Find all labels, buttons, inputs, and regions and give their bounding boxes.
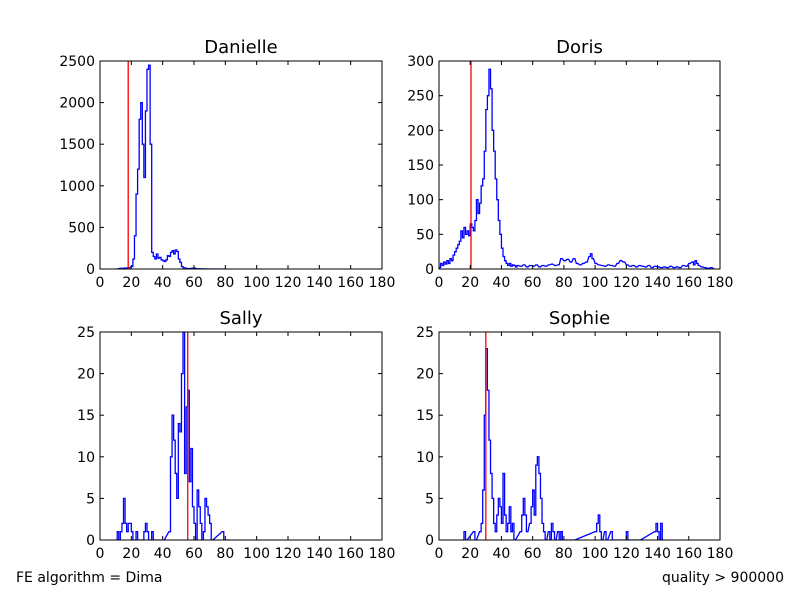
y-tick-label: 25	[416, 325, 434, 341]
chart-sally: Sally 0 20 40 60 80 100 120 140 160 180 0 5 10 15 20 25	[77, 308, 395, 562]
x-tick-label: 80	[555, 275, 573, 291]
x-tick-label: 60	[524, 546, 542, 562]
x-tick-label: 140	[644, 546, 671, 562]
x-tick-label: 40	[493, 546, 511, 562]
x-tick-label: 20	[461, 275, 479, 291]
y-tick-label: 10	[416, 450, 434, 466]
y-tick-label: 20	[416, 367, 434, 383]
footer-quality-label: quality > 900000	[662, 570, 784, 586]
y-tick-label: 2500	[59, 54, 95, 70]
histogram-series	[462, 347, 664, 540]
y-tick-label: 0	[425, 262, 434, 278]
x-tick-label: 40	[493, 275, 511, 291]
axes-frame	[438, 60, 721, 270]
x-tick-label: 100	[243, 546, 270, 562]
axes-frame	[99, 60, 383, 270]
x-tick-label: 180	[369, 275, 396, 291]
x-tick-label: 40	[154, 275, 172, 291]
x-tick-label: 160	[337, 275, 364, 291]
y-tick-label: 2000	[59, 96, 95, 112]
x-tick-label: 80	[216, 546, 234, 562]
x-tick-label: 180	[707, 546, 734, 562]
x-tick-label: 120	[613, 275, 640, 291]
x-tick-label: 100	[582, 275, 609, 291]
y-tick-label: 50	[416, 227, 434, 243]
x-tick-label: 0	[96, 546, 105, 562]
y-tick-label: 15	[416, 408, 434, 424]
x-tick-label: 140	[306, 546, 333, 562]
histogram-series	[115, 332, 231, 540]
x-tick-label: 160	[337, 546, 364, 562]
y-tick-label: 5	[86, 491, 95, 507]
y-tick-label: 25	[77, 325, 95, 341]
y-tick-label: 150	[407, 158, 434, 174]
y-tick-label: 0	[425, 533, 434, 549]
x-tick-label: 80	[555, 546, 573, 562]
histogram-series	[439, 68, 716, 269]
x-tick-label: 40	[154, 546, 172, 562]
y-tick-label: 1500	[59, 137, 95, 153]
x-tick-label: 0	[435, 546, 444, 562]
x-tick-label: 140	[306, 275, 333, 291]
y-tick-label: 0	[86, 533, 95, 549]
x-tick-label: 160	[675, 546, 702, 562]
x-tick-label: 140	[644, 275, 671, 291]
x-tick-label: 80	[216, 275, 234, 291]
x-tick-label: 180	[369, 546, 396, 562]
x-tick-label: 120	[275, 546, 302, 562]
x-tick-label: 20	[122, 275, 140, 291]
y-tick-label: 300	[407, 54, 434, 70]
chart-title: Sally	[219, 308, 262, 329]
y-tick-label: 0	[86, 262, 95, 278]
x-tick-label: 60	[185, 546, 203, 562]
y-tick-label: 500	[68, 220, 95, 236]
chart-sophie: Sophie 0 20 40 60 80 100 120 140 160 180 0 5 10 15 20 25	[416, 308, 733, 562]
y-tick-label: 20	[77, 367, 95, 383]
x-tick-label: 60	[185, 275, 203, 291]
y-tick-label: 10	[77, 450, 95, 466]
x-tick-label: 20	[122, 546, 140, 562]
axes-frame	[438, 331, 721, 541]
x-tick-label: 60	[524, 275, 542, 291]
y-tick-label: 1000	[59, 179, 95, 195]
footer-algorithm-label: FE algorithm = Dima	[16, 570, 163, 586]
chart-title: Sophie	[549, 308, 610, 329]
x-tick-label: 20	[461, 546, 479, 562]
chart-title: Doris	[556, 37, 603, 58]
x-tick-label: 120	[275, 275, 302, 291]
y-tick-label: 100	[407, 193, 434, 209]
x-tick-label: 100	[243, 275, 270, 291]
axes-frame	[99, 331, 383, 541]
y-tick-label: 15	[77, 408, 95, 424]
y-tick-label: 5	[425, 491, 434, 507]
x-tick-label: 160	[675, 275, 702, 291]
x-tick-label: 120	[613, 546, 640, 562]
x-tick-label: 180	[707, 275, 734, 291]
y-tick-label: 200	[407, 123, 434, 139]
y-tick-label: 250	[407, 89, 434, 105]
x-tick-label: 100	[582, 546, 609, 562]
x-tick-label: 0	[435, 275, 444, 291]
chart-title: Danielle	[204, 37, 277, 58]
chart-danielle: Danielle 0 20 40 60 80 100 120 140 160 180 0 500 1000…	[59, 37, 395, 291]
x-tick-label: 0	[96, 275, 105, 291]
histogram-series	[115, 64, 227, 269]
